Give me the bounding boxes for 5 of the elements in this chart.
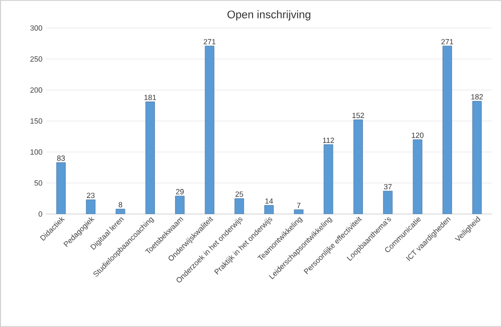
bar [383,190,393,214]
bar [145,102,155,214]
bar [353,120,363,214]
chart-title: Open inschrijving [227,10,310,20]
bar [442,46,452,214]
